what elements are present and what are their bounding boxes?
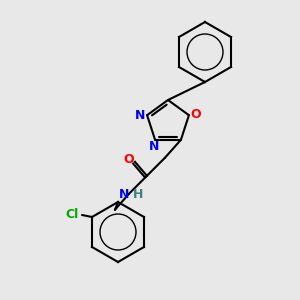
Text: N: N: [149, 140, 159, 153]
Text: O: O: [190, 108, 201, 121]
Text: N: N: [119, 188, 129, 201]
Text: H: H: [133, 188, 143, 201]
Text: N: N: [135, 109, 145, 122]
Text: Cl: Cl: [65, 208, 79, 220]
Text: O: O: [124, 153, 134, 166]
